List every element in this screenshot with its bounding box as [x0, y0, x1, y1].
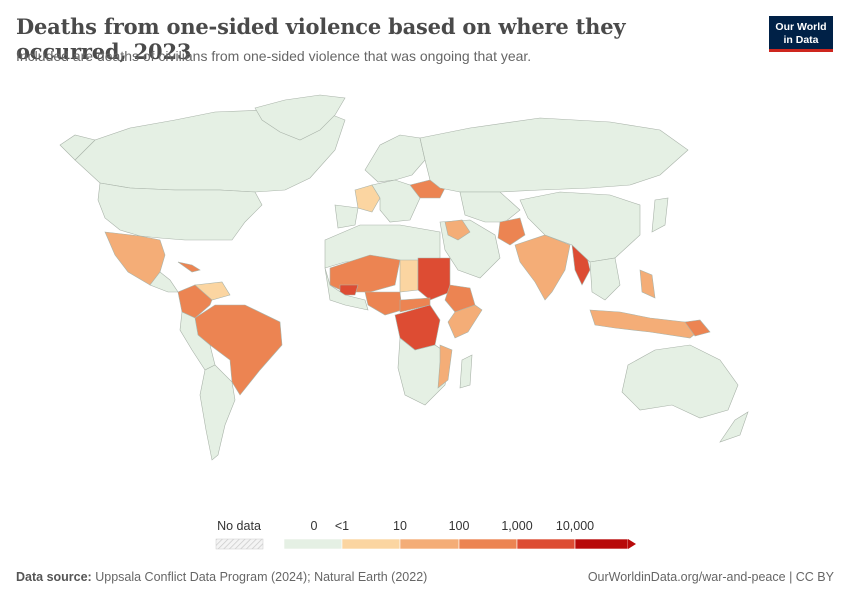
country-india[interactable] [514, 234, 571, 301]
country-mozambique[interactable] [437, 344, 453, 389]
country-afghanistan[interactable] [497, 217, 526, 246]
country-chad[interactable] [399, 259, 419, 293]
logo-line-1: Our World [775, 21, 827, 33]
legend-label-0: 0 [311, 519, 318, 533]
country-france[interactable] [354, 184, 381, 213]
country-sudan[interactable] [417, 257, 451, 301]
country-japan[interactable] [651, 197, 669, 233]
legend-swatch-0 [283, 538, 343, 550]
footer: Data source: Uppsala Conflict Data Progr… [16, 570, 834, 584]
country-cuba-haiti[interactable] [177, 261, 201, 273]
country-venezuela-area[interactable] [194, 281, 231, 301]
legend-swatch-3 [458, 538, 518, 550]
license-link[interactable]: OurWorldinData.org/war-and-peace | CC BY [587, 570, 834, 584]
country-west-africa-coast[interactable] [324, 267, 369, 311]
world-map [59, 94, 749, 461]
country-australia[interactable] [621, 344, 739, 419]
legend-label-5: 10,000 [556, 519, 594, 533]
legend-swatch-4 [516, 538, 576, 550]
country-png[interactable] [684, 319, 711, 337]
chart-subtitle: Included are deaths of civilians from on… [16, 48, 532, 64]
legend-swatch-5 [574, 538, 629, 550]
legend-swatch-1 [341, 538, 401, 550]
country-central-america[interactable] [149, 271, 179, 293]
base-land [59, 94, 749, 461]
country-russia[interactable] [419, 117, 689, 193]
legend-label-4: 1,000 [501, 519, 532, 533]
legend-no-data-label: No data [217, 519, 261, 533]
legend-label-2: 10 [393, 519, 407, 533]
logo-line-2: in Data [783, 33, 819, 46]
country-somalia-kenya[interactable] [447, 304, 483, 339]
country-philippines[interactable] [639, 269, 656, 299]
legend-label-3: 100 [449, 519, 470, 533]
country-new-zealand[interactable] [719, 411, 749, 443]
country-central-asia[interactable] [459, 191, 521, 223]
country-central-african-republic[interactable] [399, 297, 431, 313]
country-greenland[interactable] [254, 94, 346, 141]
country-alaska[interactable] [59, 134, 96, 161]
country-usa[interactable] [97, 182, 263, 241]
country-europe-north[interactable] [364, 134, 426, 183]
source-text: Uppsala Conflict Data Program (2024); Na… [95, 570, 428, 584]
legend-label-1: <1 [335, 519, 349, 533]
country-nigeria-cameroon[interactable] [364, 291, 403, 316]
legend-bins: 0 <1 10 100 1,000 10,000 [283, 519, 636, 550]
country-mali-niger[interactable] [329, 254, 401, 293]
legend-no-data-swatch [215, 538, 264, 550]
legend-swatch-2 [399, 538, 460, 550]
chart-title: Deaths from one-sided violence based on … [16, 14, 626, 64]
source-label: Data source: [16, 570, 92, 584]
country-syria-iraq[interactable] [444, 219, 471, 241]
country-indonesia[interactable] [589, 309, 701, 339]
country-madagascar[interactable] [459, 354, 473, 389]
country-southern-africa[interactable] [397, 337, 451, 406]
legend-arrow [628, 539, 636, 549]
country-argentina-chile[interactable] [199, 364, 236, 461]
country-iberia[interactable] [334, 204, 359, 229]
country-southeast-asia[interactable] [589, 257, 621, 301]
color-legend: No data 0 <1 10 100 1,000 10,000 [215, 519, 636, 550]
owid-logo[interactable]: Our World in Data [769, 16, 833, 52]
country-europe-central[interactable] [371, 179, 421, 223]
